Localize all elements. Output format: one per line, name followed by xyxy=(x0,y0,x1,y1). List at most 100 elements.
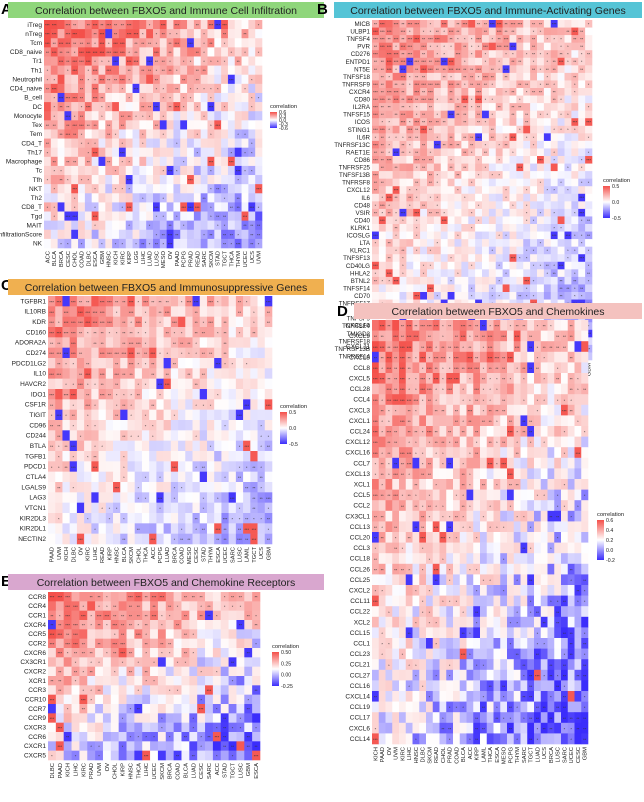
heatmap-cell xyxy=(427,27,435,36)
heatmap-cell xyxy=(557,80,565,89)
heatmap-cell xyxy=(523,156,531,164)
heatmap-cell xyxy=(468,133,476,142)
heatmap-cell xyxy=(221,38,229,48)
heatmap-cell xyxy=(48,492,56,503)
heatmap-cell xyxy=(543,201,552,210)
heatmap-cell xyxy=(132,20,140,30)
heatmap-cell xyxy=(399,133,407,142)
heatmap-cell xyxy=(200,29,208,39)
significance-mark: ** xyxy=(475,324,479,329)
heatmap-cell xyxy=(57,238,65,249)
heatmap-cell xyxy=(98,20,106,30)
significance-mark: * xyxy=(122,159,124,164)
heatmap-cell xyxy=(413,118,421,127)
heatmap-cell xyxy=(420,201,428,210)
heatmap-cell xyxy=(523,261,531,270)
heatmap-cell xyxy=(385,110,393,119)
heatmap-cell xyxy=(248,20,256,30)
heatmap-cell xyxy=(166,29,174,39)
significance-mark: *** xyxy=(100,372,105,377)
heatmap-cell xyxy=(461,110,469,119)
heatmap-cell xyxy=(419,415,427,427)
heatmap-cell xyxy=(468,103,476,111)
significance-mark: *** xyxy=(72,123,77,128)
heatmap-cell xyxy=(482,208,490,217)
significance-mark: ** xyxy=(122,372,126,377)
significance-mark: ** xyxy=(563,345,567,350)
significance-mark: ** xyxy=(428,334,432,339)
significance-mark: * xyxy=(176,141,178,146)
heatmap-cell xyxy=(523,239,531,247)
heatmap-cell xyxy=(433,216,442,225)
heatmap-cell xyxy=(78,220,86,231)
significance-mark: ** xyxy=(415,150,419,155)
heatmap-cell xyxy=(146,211,154,221)
significance-mark: * xyxy=(567,127,569,132)
heatmap-cell xyxy=(228,378,237,390)
heatmap-cell xyxy=(581,351,589,363)
significance-mark: ** xyxy=(556,334,560,339)
heatmap-cell xyxy=(406,292,414,300)
heatmap-cell xyxy=(447,57,455,66)
significance-mark: * xyxy=(203,41,205,46)
heatmap-cell xyxy=(543,171,552,179)
significance-mark: *** xyxy=(78,320,83,325)
heatmap-cell xyxy=(139,202,147,212)
heatmap-cell xyxy=(585,110,593,119)
significance-mark: * xyxy=(258,205,260,210)
heatmap-cell xyxy=(578,125,586,134)
row-label: STING1 xyxy=(348,127,371,134)
heatmap-cell xyxy=(221,229,229,240)
heatmap-cell xyxy=(173,202,181,212)
significance-mark: * xyxy=(108,41,110,46)
heatmap-cell xyxy=(530,148,538,157)
panel-letter-a: A xyxy=(1,1,12,18)
significance-mark: *** xyxy=(78,537,83,542)
heatmap-cell xyxy=(447,80,455,89)
heatmap-cell xyxy=(214,147,222,158)
significance-mark: ** xyxy=(529,345,533,350)
significance-mark: *** xyxy=(421,127,426,132)
significance-mark: * xyxy=(210,96,212,101)
heatmap-cell xyxy=(234,238,242,249)
significance-mark: *** xyxy=(414,37,419,42)
heatmap-cell xyxy=(385,224,393,232)
heatmap-cell xyxy=(159,211,167,221)
significance-mark: ** xyxy=(381,135,385,140)
significance-mark: * xyxy=(471,105,473,110)
heatmap-cell xyxy=(461,269,469,278)
heatmap-cell xyxy=(392,42,400,51)
heatmap-cell xyxy=(523,171,531,179)
significance-mark: * xyxy=(210,86,212,91)
heatmap-cell xyxy=(392,415,400,427)
row-label: TNFRSF25 xyxy=(339,165,371,172)
heatmap-cell xyxy=(534,330,542,342)
significance-mark: *** xyxy=(57,372,62,377)
heatmap-cell xyxy=(495,186,503,195)
heatmap-cell xyxy=(523,193,531,202)
significance-mark: ** xyxy=(115,382,119,387)
heatmap-cell xyxy=(76,492,85,503)
heatmap-cell xyxy=(200,193,208,203)
heatmap-cell xyxy=(255,184,263,194)
heatmap-cell xyxy=(413,20,421,28)
heatmap-cell xyxy=(523,254,531,263)
heatmap-cell xyxy=(468,125,476,134)
heatmap-cell xyxy=(192,502,201,514)
significance-mark: *** xyxy=(49,320,54,325)
heatmap-cell xyxy=(146,229,154,240)
heatmap-cell xyxy=(248,220,256,231)
heatmap-cell xyxy=(413,171,421,179)
heatmap-cell xyxy=(44,74,52,85)
heatmap-cell xyxy=(200,165,208,176)
heatmap-cell xyxy=(392,156,400,164)
heatmap-cell xyxy=(125,20,133,30)
heatmap-cell xyxy=(454,103,462,111)
heatmap-cell xyxy=(185,420,193,431)
heatmap-cell xyxy=(461,65,469,74)
heatmap-cell xyxy=(427,292,435,300)
heatmap-cell xyxy=(495,178,503,187)
heatmap-cell xyxy=(537,239,545,247)
heatmap-cell xyxy=(523,133,531,142)
significance-mark: * xyxy=(210,205,212,210)
